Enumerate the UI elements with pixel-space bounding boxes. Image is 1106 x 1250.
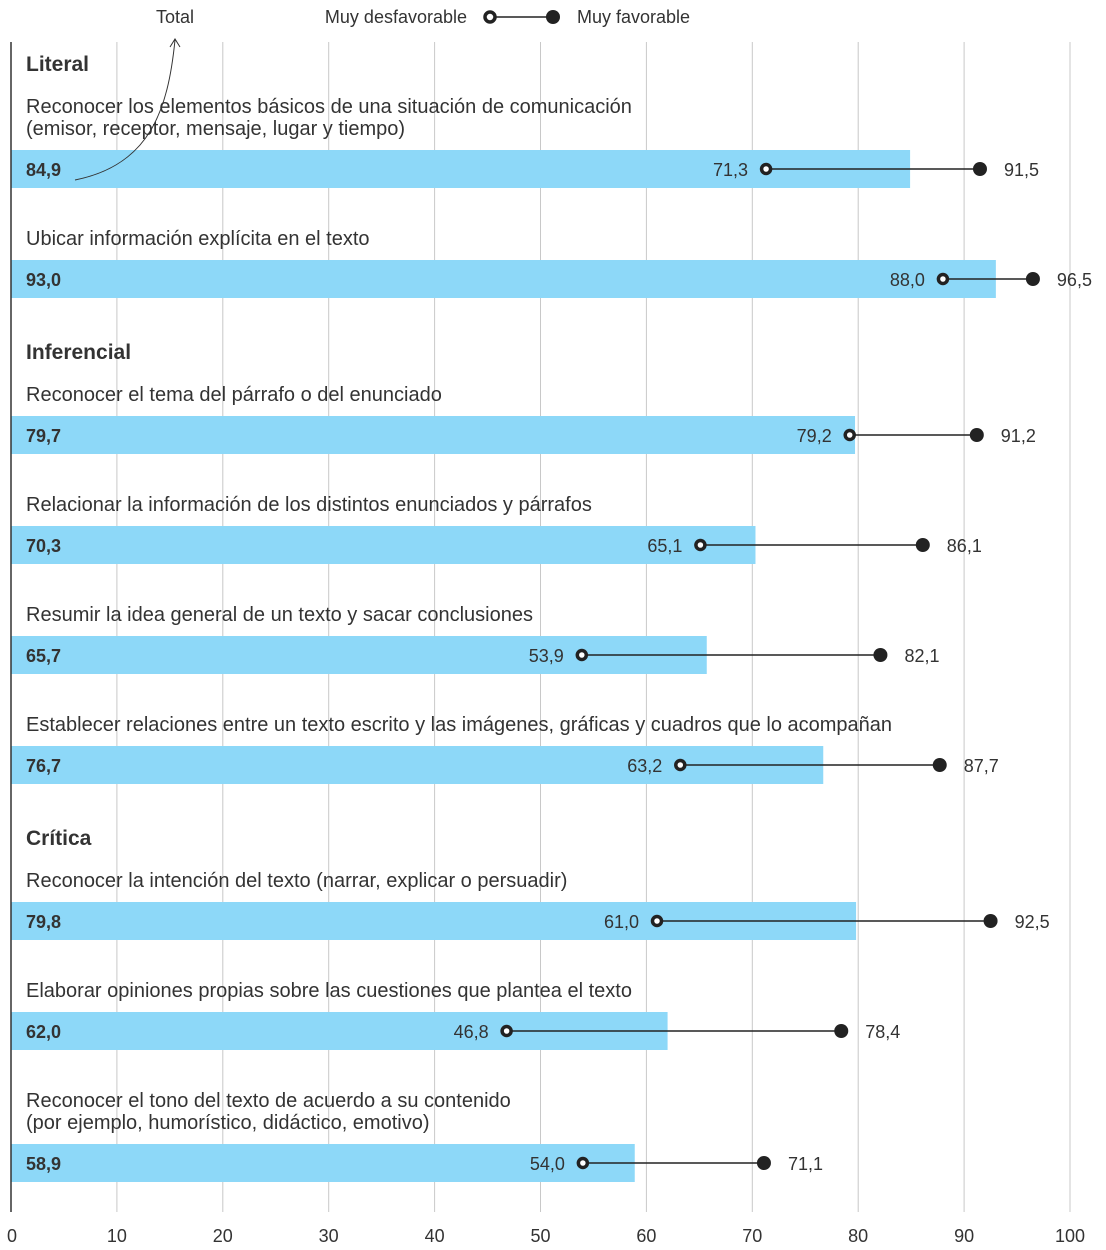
x-tick-label: 60 [636,1226,656,1246]
low-point [500,1024,513,1038]
low-value-label: 79,2 [797,426,832,446]
low-value-label: 61,0 [604,912,639,932]
item-label: Resumir la idea general de un texto y sa… [26,604,533,626]
group-title: Inferencial [26,341,131,364]
high-point [1025,272,1040,286]
high-point [983,914,998,928]
legend-total-label: Total [156,7,194,27]
high-point [756,1156,771,1170]
high-point [972,162,987,176]
item-label: Reconocer el tono del texto de acuerdo a… [26,1090,511,1112]
item-label: Elaborar opiniones propias sobre las cue… [26,980,632,1002]
item-label: Reconocer los elementos básicos de una s… [26,96,632,118]
high-point [915,538,930,552]
total-value-label: 79,8 [26,912,61,932]
high-value-label: 92,5 [1015,912,1050,932]
high-point [834,1024,849,1038]
low-value-label: 46,8 [454,1022,489,1042]
total-bar [11,526,756,564]
low-point [576,1156,590,1170]
x-tick-label: 10 [107,1226,127,1246]
item-label: Relacionar la información de los distint… [26,494,592,516]
total-value-label: 70,3 [26,536,61,556]
item-label: Ubicar información explícita en el texto [26,228,370,250]
total-value-label: 93,0 [26,270,61,290]
legend-low-label: Muy desfavorable [325,7,467,27]
x-tick-label: 80 [848,1226,868,1246]
total-value-label: 58,9 [26,1154,61,1174]
total-value-label: 84,9 [26,160,61,180]
low-value-label: 53,9 [529,646,564,666]
low-point [936,272,950,286]
low-point [650,914,664,928]
item-label: Reconocer la intención del texto (narrar… [26,870,567,892]
x-tick-label: 20 [213,1226,233,1246]
x-tick-label: 50 [530,1226,550,1246]
group-title: Crítica [26,827,92,850]
high-value-label: 71,1 [788,1154,823,1174]
x-tick-label: 30 [319,1226,339,1246]
low-point [674,758,687,772]
low-point [694,538,707,552]
low-value-label: 63,2 [627,756,662,776]
legend-open-circle-icon [483,10,497,24]
x-tick-label: 70 [742,1226,762,1246]
axis-layer: 0 10 20 30 40 50 60 70 80 90 100 [7,42,1085,1246]
high-value-label: 91,2 [1001,426,1036,446]
high-value-label: 96,5 [1057,270,1092,290]
x-tick-label: 90 [954,1226,974,1246]
arrowhead-icon [169,38,181,48]
low-value-label: 71,3 [713,160,748,180]
total-pointer-arrow [74,39,176,181]
low-value-label: 65,1 [647,536,682,556]
high-value-label: 82,1 [904,646,939,666]
legend-filled-circle-icon [546,10,560,24]
total-bar [11,260,996,298]
low-value-label: 54,0 [530,1154,565,1174]
total-bar [11,416,856,454]
low-point [575,648,589,662]
low-point [843,428,856,442]
high-point [873,648,888,662]
labels-layer: Literal Reconocer los elementos básicos d… [26,53,1092,1174]
high-point [932,758,947,772]
total-bar [11,1144,635,1182]
high-value-label: 87,7 [964,756,999,776]
x-tick-label: 0 [7,1226,17,1246]
legend: Total Muy desfavorable Muy favorable [74,7,690,181]
item-label: (por ejemplo, humorístico, didáctico, em… [26,1112,430,1134]
x-tick-label: 100 [1055,1226,1085,1246]
item-label: (emisor, receptor, mensaje, lugar y tiem… [26,118,405,140]
item-label: Reconocer el tema del párrafo o del enun… [26,384,442,406]
total-value-label: 76,7 [26,756,61,776]
grid-layer [116,42,1071,1212]
low-value-label: 88,0 [890,270,925,290]
high-point [969,428,984,442]
high-value-label: 78,4 [865,1022,900,1042]
total-value-label: 65,7 [26,646,61,666]
item-label: Establecer relaciones entre un texto esc… [26,714,892,736]
x-tick-label: 40 [425,1226,445,1246]
legend-high-label: Muy favorable [577,7,690,27]
group-title: Literal [26,53,89,76]
total-value-label: 62,0 [26,1022,61,1042]
low-point [759,162,773,176]
high-value-label: 91,5 [1004,160,1039,180]
total-value-label: 79,7 [26,426,61,446]
high-value-label: 86,1 [947,536,982,556]
